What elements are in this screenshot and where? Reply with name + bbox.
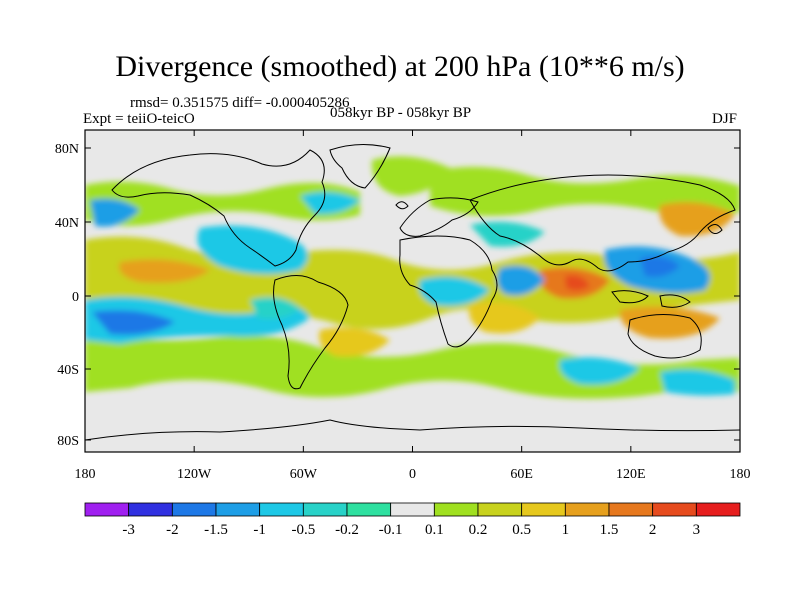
colorbar-label: -0.2 — [335, 522, 359, 538]
greenland-outline — [329, 144, 391, 189]
colorbar-swatch — [215, 502, 261, 517]
continent-outlines — [85, 144, 740, 441]
colorbar-label: 0.2 — [469, 522, 488, 538]
negative-patch-westafrica — [419, 276, 490, 306]
colorbar-label: 1.5 — [600, 522, 619, 538]
positive-patch-northpacific — [659, 202, 735, 237]
colorbar-swatch — [171, 502, 217, 517]
colorbar-swatch — [477, 502, 523, 517]
negative-patch-amazon — [250, 297, 300, 319]
colorbar: -3 -2 -1.5 -1 -0.5 -0.2 -0.1 0.1 0.2 0.5 1 1.5 2 3 — [84, 502, 741, 538]
negative-patch-southindian — [559, 357, 640, 385]
latitude-axis: 80N 40N 0 40S 80S — [55, 142, 740, 449]
positive-band-north-east — [430, 166, 740, 216]
asia-outline — [469, 174, 736, 272]
colorbar-label: -1 — [253, 522, 266, 538]
season-text: DJF — [712, 111, 738, 127]
lon-label: 180 — [730, 467, 751, 482]
negative-patch-southpacific — [92, 310, 175, 335]
negative-patch-eastafrica — [496, 265, 545, 296]
negative-patch-mediterranean — [470, 221, 545, 247]
lon-label: 120E — [616, 467, 646, 482]
lat-label: 80S — [57, 434, 79, 449]
colorbar-label: 0.1 — [425, 522, 444, 538]
colorbar-swatch — [346, 502, 392, 517]
colorbar-swatch — [259, 502, 304, 517]
positive-patch-africa — [469, 302, 540, 334]
lon-label: 60E — [510, 467, 533, 482]
lat-label: 40N — [55, 216, 79, 231]
colorbar-label: 1 — [562, 522, 570, 538]
chart-title: Divergence (smoothed) at 200 hPa (10**6 … — [115, 50, 685, 83]
colorbar-swatch — [652, 502, 697, 517]
positive-band-north-west — [85, 181, 360, 226]
lat-label: 0 — [72, 290, 79, 305]
lat-label: 40S — [57, 363, 79, 378]
longitude-axis: 180 120W 60W 0 60E 120E 180 — [75, 130, 751, 482]
colorbar-label: -3 — [122, 522, 135, 538]
colorbar-label: 3 — [693, 522, 701, 538]
colorbar-swatch — [521, 502, 566, 517]
colorbar-swatch — [608, 502, 654, 517]
south-america-outline — [273, 275, 349, 390]
colorbar-swatch — [84, 502, 130, 517]
positive-patch-southamerica — [319, 327, 390, 357]
british-isles-outline — [395, 201, 409, 210]
period-text: 058kyr BP - 058kyr BP — [330, 105, 472, 121]
positive-patch-pacific — [119, 259, 210, 283]
colorbar-swatch — [128, 502, 173, 517]
colorbar-swatch — [564, 502, 610, 517]
new-guinea-outline — [659, 294, 691, 308]
africa-outline — [399, 235, 498, 348]
antarctica-outline — [85, 419, 740, 441]
lat-label: 80N — [55, 142, 79, 157]
negative-peak-westpacific — [640, 256, 680, 277]
positive-patch-maritime — [619, 306, 720, 339]
australia-outline — [627, 314, 702, 359]
colorbar-label: 0.5 — [512, 522, 531, 538]
colorbar-label: -0.5 — [291, 522, 315, 538]
colorbar-label: -0.1 — [379, 522, 403, 538]
colorbar-swatch — [302, 502, 348, 517]
negative-patch-northwest — [90, 198, 140, 227]
lon-label: 120W — [177, 467, 212, 482]
colorbar-swatch — [695, 502, 741, 517]
europe-outline — [399, 197, 479, 237]
north-america-outline — [111, 149, 326, 267]
lon-label: 180 — [75, 467, 96, 482]
stats-text: rmsd= 0.351575 diff= -0.000405286 — [130, 95, 350, 111]
lon-label: 0 — [409, 467, 416, 482]
colorbar-label: -1.5 — [204, 522, 228, 538]
colorbar-swatch — [433, 502, 479, 517]
lon-label: 60W — [290, 467, 318, 482]
colorbar-swatch — [390, 502, 435, 517]
experiment-text: Expt = teiiO-teicO — [83, 111, 195, 127]
positive-peak-indian — [565, 275, 590, 291]
negative-patch-southwest — [660, 369, 735, 396]
indonesia-outline — [611, 290, 649, 304]
positive-patch-atlantic — [371, 156, 450, 196]
colorbar-label: -2 — [166, 522, 179, 538]
negative-patch-northamerica — [300, 191, 360, 215]
japan-outline — [707, 224, 723, 234]
colorbar-label: 2 — [649, 522, 657, 538]
